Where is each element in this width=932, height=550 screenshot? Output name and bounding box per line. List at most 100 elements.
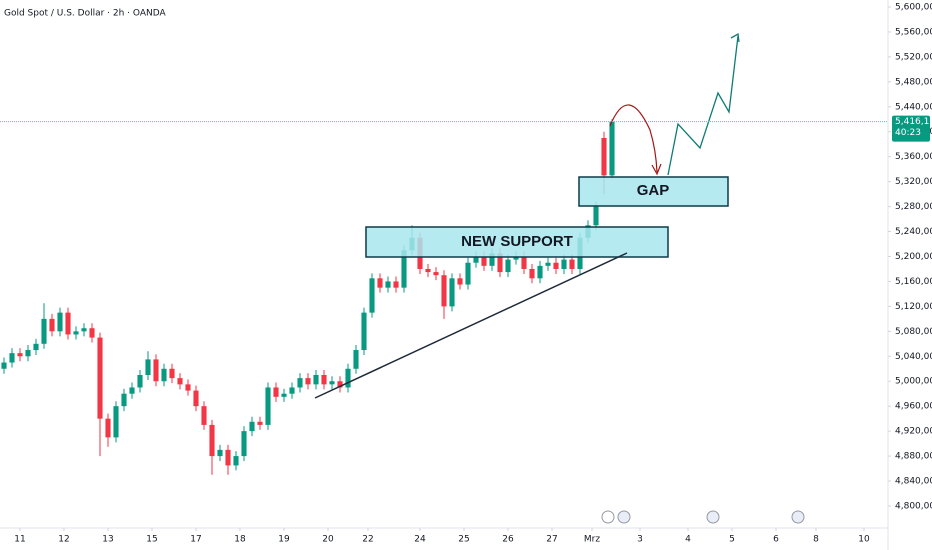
candle-body: [113, 406, 119, 438]
candle-body: [425, 268, 431, 273]
candle-body: [129, 387, 135, 394]
y-tick-label: 5,440,000: [895, 102, 932, 112]
candle-body: [481, 256, 487, 266]
candle-body: [249, 421, 255, 432]
candle-body: [89, 328, 95, 338]
y-tick-label: 5,280,000: [895, 202, 932, 212]
candle-body: [9, 353, 15, 363]
candle-body: [105, 418, 111, 438]
last-price-label: 5,416,180: [895, 117, 932, 127]
candle-body: [233, 456, 239, 466]
y-tick-label: 5,320,000: [895, 177, 932, 187]
x-tick-label: 10: [858, 535, 870, 545]
y-tick-label: 5,240,000: [895, 227, 932, 237]
candle-body: [489, 253, 495, 266]
candle-body: [257, 421, 263, 425]
x-tick-label: 18: [234, 535, 246, 545]
candle-body: [521, 256, 527, 269]
countdown-label: 40:23: [895, 128, 921, 138]
candle-body: [41, 318, 47, 344]
candle-body: [553, 262, 559, 269]
trend-line: [314, 252, 628, 399]
last-price-box: [892, 115, 930, 142]
y-tick-label: 5,160,000: [895, 277, 932, 287]
y-tick-label: 4,920,000: [895, 427, 932, 437]
x-tick-label: 13: [102, 535, 113, 545]
candle-body: [601, 137, 607, 176]
candle-body: [353, 350, 359, 369]
arrow-head-down: [651, 163, 662, 176]
projection-arrow-down: [609, 104, 658, 173]
candle-body: [145, 359, 151, 375]
y-tick-label: 5,120,000: [895, 302, 932, 312]
candle-body: [305, 378, 311, 385]
chart-title: Gold Spot / U.S. Dollar · 2h · OANDA: [4, 9, 166, 19]
candle-body: [241, 431, 247, 457]
x-tick-label: 27: [546, 535, 557, 545]
candle-body: [313, 374, 319, 385]
x-tick-label: 24: [414, 535, 426, 545]
candle-body: [97, 337, 103, 419]
candle-body: [65, 312, 71, 335]
candle-body: [497, 253, 503, 273]
candle-body: [329, 381, 335, 385]
candle-body: [169, 368, 175, 379]
event-icon[interactable]: [791, 510, 805, 524]
event-icon[interactable]: [617, 510, 631, 524]
candle-body: [465, 262, 471, 285]
y-tick-label: 5,520,000: [895, 52, 932, 62]
y-tick-label: 4,800,000: [895, 501, 932, 511]
y-tick-label: 4,840,000: [895, 477, 932, 487]
x-tick-label: 12: [58, 535, 69, 545]
candle-body: [153, 359, 159, 382]
candle-body: [321, 374, 327, 385]
candle-body: [185, 384, 191, 391]
y-tick-label: 5,200,000: [895, 252, 932, 262]
candle-body: [473, 256, 479, 263]
candle-body: [265, 387, 271, 425]
candle-body: [273, 387, 279, 397]
x-tick-label: 25: [458, 535, 469, 545]
support-label: NEW SUPPORT: [461, 233, 573, 250]
x-tick-label: 22: [362, 535, 373, 545]
candle-body: [537, 265, 543, 279]
candle-body: [297, 378, 303, 388]
candle-body: [561, 259, 567, 269]
y-tick-label: 5,040,000: [895, 352, 932, 362]
x-tick-label: 17: [190, 535, 201, 545]
candle-body: [225, 449, 231, 466]
candle-body: [513, 256, 519, 260]
event-icon[interactable]: [706, 510, 720, 524]
candle-body: [73, 331, 79, 335]
candle-body: [449, 278, 455, 307]
candle-body: [193, 390, 199, 407]
candle-body: [201, 406, 207, 425]
candle-body: [593, 206, 599, 226]
candle-body: [33, 343, 39, 351]
candle-body: [609, 121, 615, 176]
event-icon[interactable]: [601, 510, 615, 524]
support-zone: [365, 226, 669, 258]
candle-body: [529, 268, 535, 279]
gap-zone: [578, 176, 729, 207]
candle-body: [433, 272, 439, 276]
projection-path-up: [667, 35, 739, 176]
x-tick-label: 15: [146, 535, 157, 545]
y-tick-label: 5,080,000: [895, 327, 932, 337]
y-tick-label: 5,600,000: [895, 2, 932, 12]
x-tick-label: 3: [637, 535, 643, 545]
x-tick-label: 19: [278, 535, 290, 545]
candle-body: [361, 312, 367, 351]
y-tick-label: 5,360,000: [895, 152, 932, 162]
candle-body: [545, 262, 551, 266]
x-tick-label: 4: [685, 535, 691, 545]
y-tick-label: 4,880,000: [895, 452, 932, 462]
candle-body: [369, 278, 375, 313]
gap-label: GAP: [637, 182, 670, 199]
candle-body: [281, 393, 287, 397]
candle-body: [377, 278, 383, 288]
candle-body: [393, 281, 399, 288]
x-tick-label: 11: [14, 535, 25, 545]
